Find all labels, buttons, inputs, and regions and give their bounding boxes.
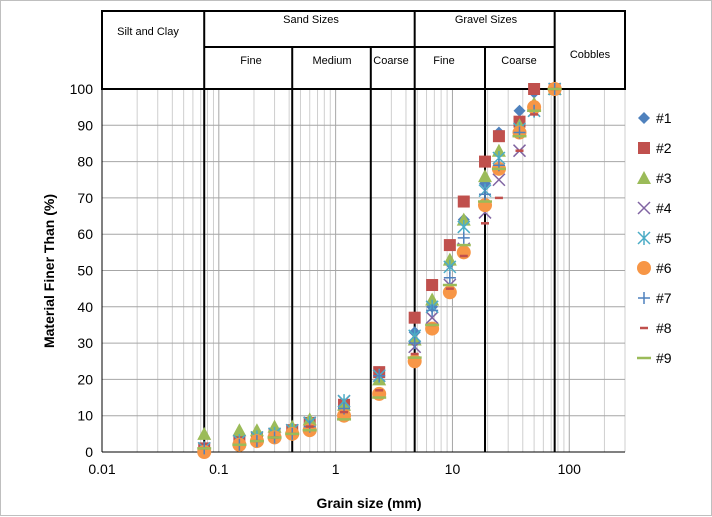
y-tick-label: 10 xyxy=(77,408,93,424)
y-axis-label: Material Finer Than (%) xyxy=(41,194,57,348)
data-point-series-2 xyxy=(408,311,421,324)
y-tick-label: 90 xyxy=(77,117,93,133)
header-silt-clay: Silt and Clay xyxy=(117,26,179,38)
y-tick-label: 50 xyxy=(77,263,93,279)
header-sand-coarse: Coarse xyxy=(373,55,408,67)
data-point-series-2 xyxy=(443,239,456,252)
y-tick-label: 100 xyxy=(70,81,94,97)
x-axis-label: Grain size (mm) xyxy=(316,495,421,511)
axis-ticks: 0.01 0.1 1 10 100 0 10 20 30 40 50 60 70 80 90 100 xyxy=(70,81,582,477)
plot-grid xyxy=(101,88,626,453)
data-point-series-4 xyxy=(492,173,506,187)
x-tick-label: 0.1 xyxy=(209,461,229,477)
legend-label: #3 xyxy=(656,170,672,186)
data-point-series-2 xyxy=(528,83,541,95)
legend-marker xyxy=(637,201,651,215)
header-cobbles: Cobbles xyxy=(570,49,611,61)
data-point-series-2 xyxy=(479,155,492,168)
y-tick-label: 30 xyxy=(77,335,93,351)
data-point-series-6 xyxy=(456,245,471,260)
y-tick-label: 40 xyxy=(77,299,93,315)
legend-label: #6 xyxy=(656,260,672,276)
x-tick-label: 0.01 xyxy=(88,461,115,477)
data-point-series-2 xyxy=(457,195,470,208)
data-point-series-6 xyxy=(407,354,422,369)
x-tick-label: 1 xyxy=(332,461,340,477)
data-point-series-3 xyxy=(197,426,212,440)
data-point-series-4 xyxy=(425,311,439,325)
y-tick-label: 0 xyxy=(85,444,93,460)
legend-label: #5 xyxy=(656,230,672,246)
data-point-series-2 xyxy=(426,279,439,292)
y-tick-label: 20 xyxy=(77,371,93,387)
legend-marker xyxy=(638,112,650,124)
soil-class-header: Silt and Clay Sand Sizes Gravel Sizes Co… xyxy=(101,10,626,90)
legend-label: #7 xyxy=(656,290,672,306)
data-points xyxy=(197,82,562,459)
legend-marker xyxy=(637,231,651,245)
header-gravel-coarse: Coarse xyxy=(501,55,536,67)
data-point-series-7 xyxy=(373,369,386,382)
legend-marker xyxy=(638,142,650,154)
header-sand-fine: Fine xyxy=(240,55,261,67)
data-point-series-6 xyxy=(425,321,440,336)
data-point-series-2 xyxy=(492,130,505,143)
header-border xyxy=(101,10,626,90)
data-point-series-7 xyxy=(457,231,470,244)
data-point-series-7 xyxy=(443,271,456,284)
data-point-series-6 xyxy=(442,285,457,300)
header-sand-medium: Medium xyxy=(312,55,351,67)
data-point-series-3 xyxy=(232,423,247,437)
legend-marker xyxy=(637,171,651,184)
legend: #1 #2 #3 #4 #5 #6 #7 #8 #9 xyxy=(637,110,672,366)
legend-marker xyxy=(638,292,650,304)
y-tick-label: 80 xyxy=(77,154,93,170)
legend-label: #8 xyxy=(656,320,672,336)
legend-label: #4 xyxy=(656,200,672,216)
data-point-series-5 xyxy=(457,219,471,234)
header-gravel-fine: Fine xyxy=(433,55,454,67)
data-point-series-7 xyxy=(479,188,492,201)
legend-label: #1 xyxy=(656,110,672,126)
y-tick-label: 60 xyxy=(77,226,93,242)
x-tick-label: 100 xyxy=(558,461,582,477)
header-sand-sizes: Sand Sizes xyxy=(283,14,339,26)
data-point-series-7 xyxy=(426,304,439,317)
data-point-series-6 xyxy=(372,386,387,401)
data-point-series-5 xyxy=(443,259,457,274)
data-point-series-1 xyxy=(513,104,526,117)
legend-label: #9 xyxy=(656,350,672,366)
legend-label: #2 xyxy=(656,140,672,156)
legend-marker xyxy=(637,261,651,275)
data-point-series-3 xyxy=(478,169,493,183)
header-gravel-sizes: Gravel Sizes xyxy=(455,14,518,26)
y-tick-label: 70 xyxy=(77,190,93,206)
x-tick-label: 10 xyxy=(445,461,461,477)
data-point-series-7 xyxy=(408,337,421,350)
